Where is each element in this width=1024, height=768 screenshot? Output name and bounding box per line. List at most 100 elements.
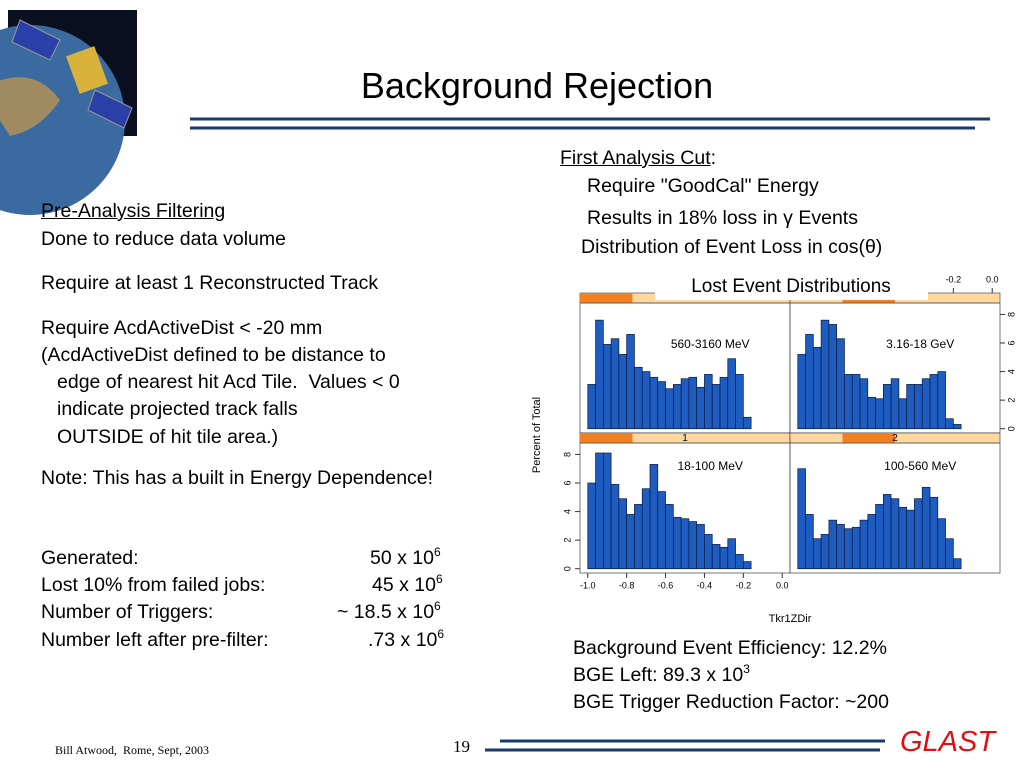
stat-value: 50 x 106 [370, 545, 441, 569]
bar [836, 524, 845, 570]
panel-label: 18-100 MeV [678, 459, 743, 473]
stat-label: Generated: [41, 547, 139, 569]
bar [797, 468, 806, 570]
bar [952, 558, 962, 570]
bar [875, 504, 884, 570]
x-tick-label: 0.0 [776, 580, 789, 590]
heading: First Analysis Cut: [560, 147, 716, 169]
y-tick-label: 0 [562, 566, 572, 571]
exponent: 6 [435, 572, 443, 586]
result-text: BGE Left: 89.3 x 10 [573, 664, 744, 686]
bar [828, 519, 838, 570]
strip-level [842, 433, 895, 443]
bar [626, 514, 635, 570]
bar [921, 486, 931, 570]
bar [906, 384, 915, 430]
chart-title-box [655, 272, 928, 300]
bar [672, 516, 682, 570]
bar [719, 376, 729, 430]
bar [952, 424, 962, 430]
x-tick-label: 0.0 [986, 274, 999, 284]
bar [688, 376, 698, 430]
bar [587, 482, 596, 570]
bar [797, 354, 806, 430]
bar [844, 374, 853, 430]
bar [657, 491, 666, 570]
bar [812, 538, 822, 570]
result-text: BGE Trigger Reduction Factor: ~200 [573, 691, 889, 713]
exponent: 6 [433, 545, 441, 559]
bar [851, 526, 861, 570]
text-line: Results in 18% loss in γ Events [587, 207, 858, 229]
histogram-lattice: 560-3160 MeV 3.16-18 GeV 0 2 4 6 8 -1.0 -0.8 -0.6… [531, 272, 1016, 625]
stat-value: 45 x 106 [372, 572, 443, 596]
y-tick-label: 6 [562, 480, 572, 485]
bar [649, 376, 659, 430]
bar [898, 398, 908, 430]
stat-value: ~ 18.5 x 106 [337, 600, 441, 623]
slide-title: Background Rejection [360, 65, 714, 106]
x-axis-label: Tkr1ZDir [769, 613, 812, 625]
bar [602, 452, 612, 570]
bar [719, 546, 729, 570]
bar [665, 504, 674, 570]
text-line: Require "GoodCal" Energy [587, 175, 819, 197]
text-line: Note: This has a built in Energy Depende… [41, 467, 434, 489]
bar [851, 374, 861, 430]
y-axis-label: Percent of Total [531, 397, 543, 473]
bar [742, 416, 752, 430]
bar [711, 384, 721, 430]
bar [805, 334, 814, 430]
bar [649, 464, 659, 570]
bar [875, 398, 884, 430]
bar [641, 488, 651, 570]
strip-label: 2 [892, 433, 898, 444]
bar [929, 374, 939, 430]
bar [906, 509, 915, 570]
x-tick-label: -1.0 [580, 580, 596, 590]
heading-text: First Analysis Cut [560, 147, 711, 169]
result-line: Background Event Efficiency: 12.2% [573, 637, 887, 659]
x-tick-label: -0.8 [619, 580, 635, 590]
exponent: 6 [437, 627, 445, 641]
text-line: (AcdActiveDist defined to be distance to [41, 344, 386, 366]
bar [657, 381, 666, 430]
bar [859, 378, 869, 430]
x-tick-label: -0.4 [697, 580, 713, 590]
text-line: Done to reduce data volume [41, 228, 286, 250]
bar [867, 514, 876, 570]
bar [680, 378, 690, 430]
footer-author: Bill Atwood, Rome, Sept, 2003 [55, 743, 210, 757]
bar [929, 496, 939, 570]
y-tick-label: 2 [562, 538, 572, 543]
bar [945, 418, 954, 430]
bar [610, 484, 620, 570]
bar [859, 519, 869, 570]
y-tick-label: 4 [562, 509, 572, 514]
exponent: 3 [743, 662, 750, 676]
bar [898, 506, 908, 570]
bar [836, 338, 845, 430]
bar [595, 319, 604, 430]
bar [882, 384, 892, 430]
y-tick-label: 6 [1006, 340, 1016, 345]
bar [727, 538, 736, 570]
x-tick-label: -0.6 [658, 580, 674, 590]
panel-label: 560-3160 MeV [671, 337, 750, 351]
bar [672, 384, 682, 430]
result-text: Background Event Efficiency: 12.2% [573, 637, 887, 659]
bar [921, 378, 931, 430]
satellite-image [0, 10, 137, 215]
result-line: BGE Trigger Reduction Factor: ~200 [573, 691, 889, 713]
bar [820, 319, 830, 430]
bar [634, 504, 643, 570]
stat-number: 50 x 10 [370, 547, 434, 569]
page-number: 19 [453, 737, 470, 756]
y-tick-label: 4 [1006, 369, 1016, 374]
stat-number: ~ 18.5 x 10 [337, 601, 435, 623]
bar [680, 518, 690, 570]
bar [641, 371, 651, 430]
bar [890, 378, 900, 430]
